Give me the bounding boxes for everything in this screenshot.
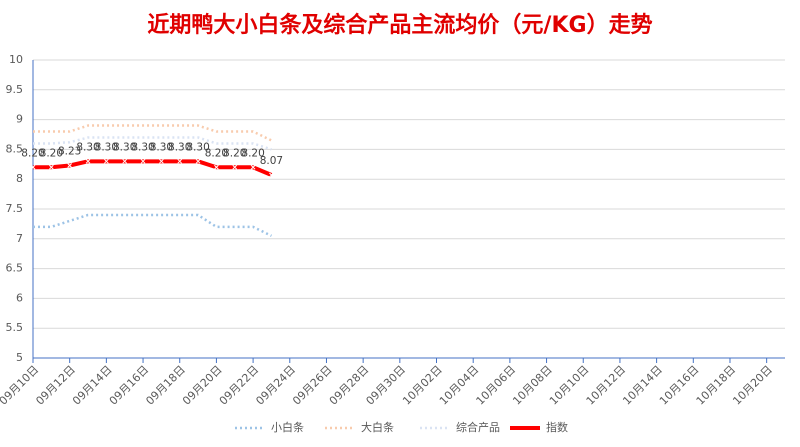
data-label: 8.30 xyxy=(168,141,191,153)
point-marker xyxy=(232,164,238,170)
series-line xyxy=(33,136,272,151)
point-marker xyxy=(30,164,36,170)
point-marker xyxy=(140,158,146,164)
series-line xyxy=(33,124,272,142)
point-marker xyxy=(85,158,91,164)
chart-title: 近期鸭大小白条及综合产品主流均价（元/KG）走势 xyxy=(147,12,652,38)
data-label: 8.30 xyxy=(150,141,173,153)
y-tick-label: 7.5 xyxy=(6,202,24,215)
point-marker xyxy=(159,158,164,164)
data-label: 8.07 xyxy=(260,155,283,167)
point-marker xyxy=(67,163,73,168)
legend-label: 综合产品 xyxy=(456,420,500,434)
x-tick-label: 10月20日 xyxy=(730,363,775,408)
legend-label: 大白条 xyxy=(361,420,394,434)
data-label: 8.30 xyxy=(76,141,99,153)
y-tick-label: 6 xyxy=(16,291,23,304)
data-label: 8.30 xyxy=(95,141,118,153)
legend-label: 小白条 xyxy=(271,420,304,434)
data-label: 8.20 xyxy=(40,147,63,159)
data-label: 8.23 xyxy=(58,145,81,157)
series-line xyxy=(33,159,273,177)
legend-label: 指数 xyxy=(546,420,568,434)
data-label: 8.20 xyxy=(205,147,228,159)
point-marker xyxy=(250,164,256,170)
y-tick-label: 9 xyxy=(16,113,23,126)
point-marker xyxy=(214,164,219,170)
data-label: 8.20 xyxy=(223,147,246,159)
data-label: 8.30 xyxy=(113,141,136,153)
y-tick-label: 10 xyxy=(9,53,23,66)
data-label: 8.30 xyxy=(131,141,154,153)
y-tick-label: 5 xyxy=(16,351,23,364)
data-label: 8.30 xyxy=(186,141,209,153)
series-line xyxy=(33,213,272,237)
y-tick-label: 9.5 xyxy=(6,83,24,96)
data-label: 8.20 xyxy=(21,147,44,159)
point-marker xyxy=(195,158,201,164)
y-tick-label: 7 xyxy=(16,232,23,245)
y-tick-label: 5.5 xyxy=(6,321,24,334)
y-tick-label: 6.5 xyxy=(6,262,24,275)
data-label: 8.20 xyxy=(241,147,264,159)
point-marker xyxy=(177,158,183,164)
y-tick-label: 8 xyxy=(16,172,23,185)
point-marker xyxy=(269,172,274,178)
point-marker xyxy=(48,164,54,170)
y-tick-label: 8.5 xyxy=(6,142,24,155)
point-marker xyxy=(122,158,128,164)
point-marker xyxy=(104,158,109,164)
